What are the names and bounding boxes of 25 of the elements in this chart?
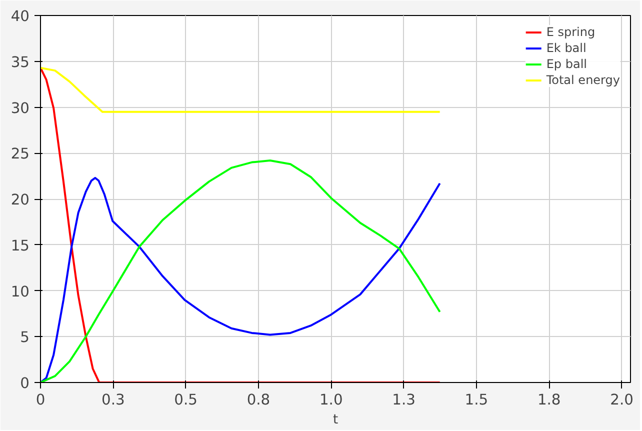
x-tick-label: 0 — [36, 392, 46, 408]
x-tick-label: 1.5 — [464, 392, 488, 408]
y-tick-label: 5 — [20, 329, 30, 346]
x-tick-label: 1.8 — [537, 392, 561, 408]
y-tick-label: 35 — [10, 54, 30, 71]
line-series — [40, 66, 441, 382]
x-axis-title: t — [332, 412, 338, 428]
x-tick-label: 1.0 — [319, 392, 343, 408]
y-tick-label: 30 — [10, 100, 30, 117]
y-tick-label: 40 — [10, 8, 30, 25]
line-series — [40, 66, 441, 113]
x-tick-label: 0.3 — [102, 392, 125, 408]
legend-label: E spring — [546, 25, 596, 39]
y-tick-label: 10 — [10, 283, 30, 300]
y-tick-label: 15 — [10, 237, 30, 254]
x-tick-label: 0.8 — [246, 392, 270, 408]
y-tick-label: 25 — [10, 146, 30, 163]
x-tick-label: 0.5 — [174, 392, 198, 408]
legend-label: Ep ball — [546, 57, 587, 71]
legend-label: Ek ball — [546, 41, 586, 55]
x-tick-label: 1.3 — [392, 392, 416, 408]
legend-label: Total energy — [546, 73, 620, 87]
y-tick-label: 20 — [10, 192, 30, 208]
y-tick-label: 0 — [20, 375, 30, 392]
x-tick-label: 2.0 — [610, 392, 634, 408]
